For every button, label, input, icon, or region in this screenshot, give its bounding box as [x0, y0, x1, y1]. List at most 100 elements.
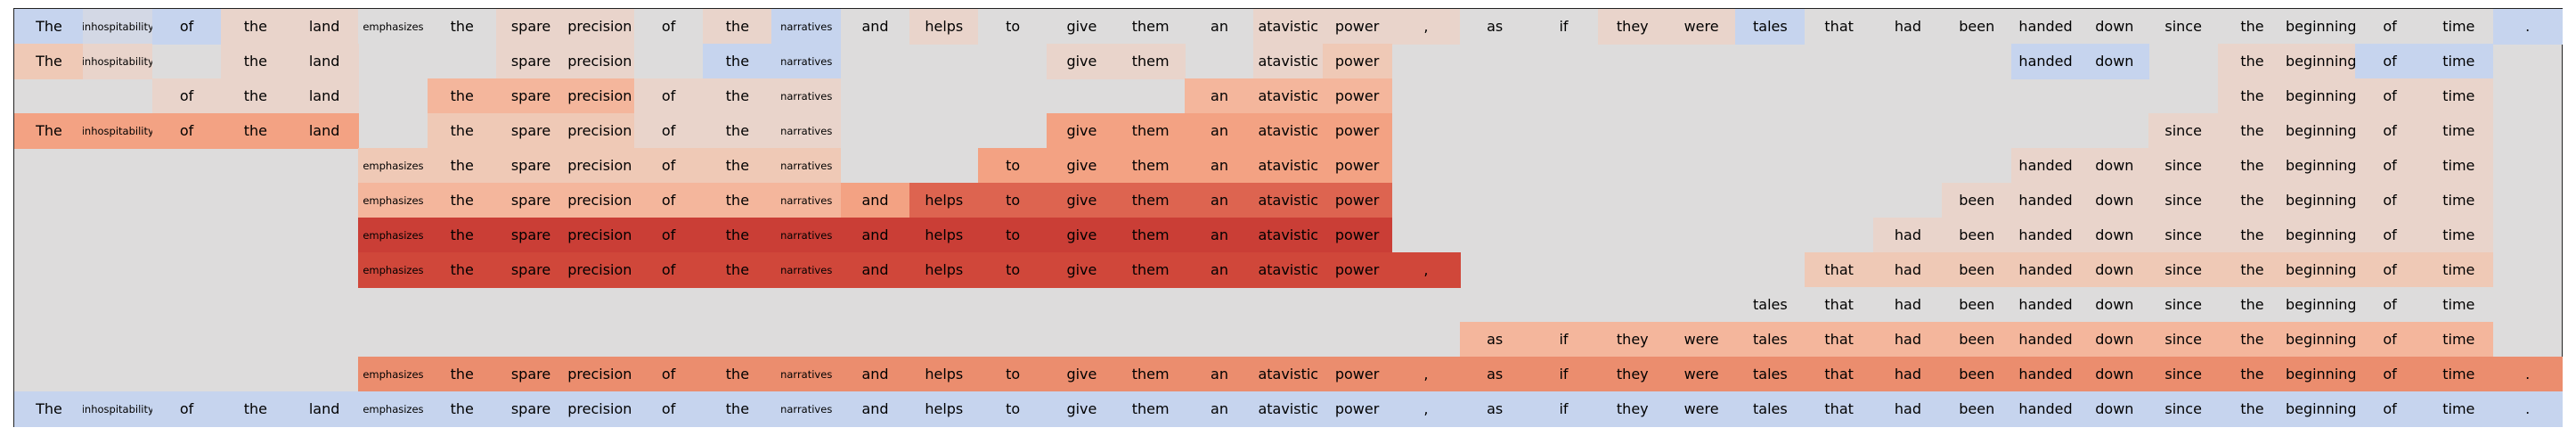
heatmap-cell: ,: [1390, 252, 1461, 288]
heatmap-cell: as: [1460, 391, 1530, 427]
heatmap-cell: of: [633, 252, 704, 288]
heatmap-cell: since: [2148, 148, 2219, 184]
heatmap-cell: since: [2148, 9, 2219, 45]
heatmap-cell: precision: [565, 218, 635, 253]
heatmap-cell: that: [1804, 322, 1874, 358]
heatmap-cell: emphasizes: [358, 183, 428, 218]
heatmap-cell: narratives: [771, 9, 842, 45]
heatmap-cell: give: [1047, 391, 1117, 427]
heatmap-cell: inhospitability: [83, 391, 153, 427]
heatmap-cell: had: [1873, 322, 1943, 358]
heatmap-cell: inhospitability: [83, 9, 153, 45]
heatmap-cell: precision: [565, 78, 635, 114]
heatmap-cell: of: [151, 113, 222, 149]
heatmap-cell: an: [1185, 113, 1254, 149]
heatmap-cell: been: [1942, 287, 2012, 323]
heatmap-cell: of: [151, 391, 222, 427]
heatmap-cell: down: [2079, 252, 2149, 288]
heatmap-cell: the: [427, 252, 497, 288]
heatmap-cell: ,: [1390, 391, 1461, 427]
heatmap-cell: narratives: [771, 113, 842, 149]
heatmap-cell: of: [2355, 357, 2425, 392]
heatmap-cell: been: [1942, 322, 2012, 358]
heatmap-cell: the: [2217, 148, 2287, 184]
heatmap-cell: to: [978, 183, 1048, 218]
heatmap-cell: .: [2492, 391, 2563, 427]
heatmap-cell: of: [633, 113, 704, 149]
heatmap-cell: down: [2079, 218, 2149, 253]
heatmap-cell: down: [2079, 44, 2149, 79]
heatmap-cell: power: [1322, 44, 1392, 79]
heatmap-cell: spare: [496, 183, 566, 218]
heatmap-cell: atavistic: [1253, 391, 1324, 427]
heatmap-cell: time: [2424, 391, 2494, 427]
heatmap-cell: give: [1047, 9, 1117, 45]
heatmap-cell: of: [633, 78, 704, 114]
heatmap-cell: them: [1115, 148, 1186, 184]
heatmap-cell: the: [702, 252, 772, 288]
heatmap-cell: if: [1528, 391, 1599, 427]
heatmap-cell: the: [2217, 9, 2287, 45]
heatmap-cell: beginning: [2286, 322, 2356, 358]
heatmap-cell: them: [1115, 357, 1186, 392]
heatmap-cell: tales: [1735, 287, 1806, 323]
heatmap-cell: land: [289, 78, 360, 114]
heatmap-cell: been: [1942, 218, 2012, 253]
heatmap-cell: an: [1185, 9, 1254, 45]
heatmap-cell: the: [2217, 113, 2287, 149]
heatmap-cell: been: [1942, 391, 2012, 427]
heatmap-cell: and: [840, 9, 910, 45]
heatmap-cell: precision: [565, 44, 635, 79]
heatmap-cell: time: [2424, 252, 2494, 288]
heatmap-cell: give: [1047, 218, 1117, 253]
heatmap-cell: them: [1115, 44, 1186, 79]
heatmap-cell: had: [1873, 391, 1943, 427]
heatmap-cell: the: [427, 357, 497, 392]
heatmap-cell: of: [151, 9, 222, 45]
heatmap-cell: they: [1597, 391, 1667, 427]
heatmap-cell: handed: [2010, 9, 2081, 45]
heatmap-cell: of: [633, 148, 704, 184]
heatmap-cell: of: [2355, 113, 2425, 149]
heatmap-cell: as: [1460, 9, 1530, 45]
heatmap-cell: the: [2217, 252, 2287, 288]
heatmap-cell: give: [1047, 357, 1117, 392]
heatmap-cell: that: [1804, 287, 1874, 323]
heatmap-cell: handed: [2010, 391, 2081, 427]
heatmap-cell: down: [2079, 391, 2149, 427]
heatmap-cell: ,: [1390, 357, 1461, 392]
heatmap-cell: that: [1804, 391, 1874, 427]
heatmap-cell: time: [2424, 9, 2494, 45]
heatmap-cell: emphasizes: [358, 391, 428, 427]
heatmap-cell: they: [1597, 357, 1667, 392]
heatmap-cell: the: [2217, 287, 2287, 323]
heatmap-cell: handed: [2010, 252, 2081, 288]
heatmap-cell: narratives: [771, 218, 842, 253]
heatmap-cell: spare: [496, 218, 566, 253]
heatmap-cell: spare: [496, 78, 566, 114]
heatmap-cell: the: [427, 218, 497, 253]
heatmap-cell: power: [1322, 357, 1392, 392]
heatmap-cell: beginning: [2286, 113, 2356, 149]
heatmap-cell: of: [2355, 322, 2425, 358]
heatmap-cell: give: [1047, 44, 1117, 79]
heatmap-cell: land: [289, 391, 360, 427]
heatmap-cell: since: [2148, 322, 2219, 358]
heatmap-cell: handed: [2010, 44, 2081, 79]
token-heatmap: The inhospitability of the land emphasizes the…: [13, 8, 2563, 427]
heatmap-cell: narratives: [771, 148, 842, 184]
heatmap-cell: land: [289, 113, 360, 149]
heatmap-cell: emphasizes: [358, 218, 428, 253]
heatmap-cell: of: [2355, 44, 2425, 79]
heatmap-cell: emphasizes: [358, 357, 428, 392]
heatmap-cell: as: [1460, 357, 1530, 392]
heatmap-cell: narratives: [771, 183, 842, 218]
heatmap-cell: were: [1667, 322, 1737, 358]
heatmap-cell: the: [2217, 44, 2287, 79]
heatmap-cell: of: [2355, 183, 2425, 218]
heatmap-cell: power: [1322, 78, 1392, 114]
heatmap-cell: power: [1322, 252, 1392, 288]
heatmap-cell: narratives: [771, 357, 842, 392]
heatmap-cell: time: [2424, 218, 2494, 253]
heatmap-cell: an: [1185, 78, 1254, 114]
